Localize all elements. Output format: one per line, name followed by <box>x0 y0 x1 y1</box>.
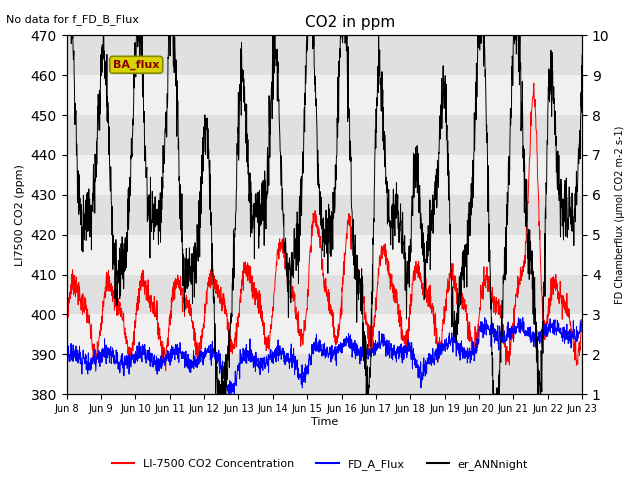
Bar <box>67 155 582 195</box>
Text: No data for f_FD_B_Flux: No data for f_FD_B_Flux <box>6 14 140 25</box>
Bar <box>67 195 582 235</box>
X-axis label: Time: Time <box>311 417 338 427</box>
Bar <box>67 235 582 275</box>
Bar <box>67 75 582 115</box>
Text: BA_flux: BA_flux <box>113 60 159 70</box>
Legend: LI-7500 CO2 Concentration, FD_A_Flux, er_ANNnight: LI-7500 CO2 Concentration, FD_A_Flux, er… <box>108 455 532 474</box>
Bar <box>67 115 582 155</box>
Bar <box>67 36 582 75</box>
Bar <box>67 275 582 314</box>
Bar <box>67 314 582 354</box>
Title: CO2 in ppm: CO2 in ppm <box>305 15 396 30</box>
Y-axis label: FD Chamberflux (μmol CO2 m-2 s-1): FD Chamberflux (μmol CO2 m-2 s-1) <box>615 126 625 304</box>
Y-axis label: LI7500 CO2 (ppm): LI7500 CO2 (ppm) <box>15 164 25 265</box>
Bar <box>67 354 582 394</box>
